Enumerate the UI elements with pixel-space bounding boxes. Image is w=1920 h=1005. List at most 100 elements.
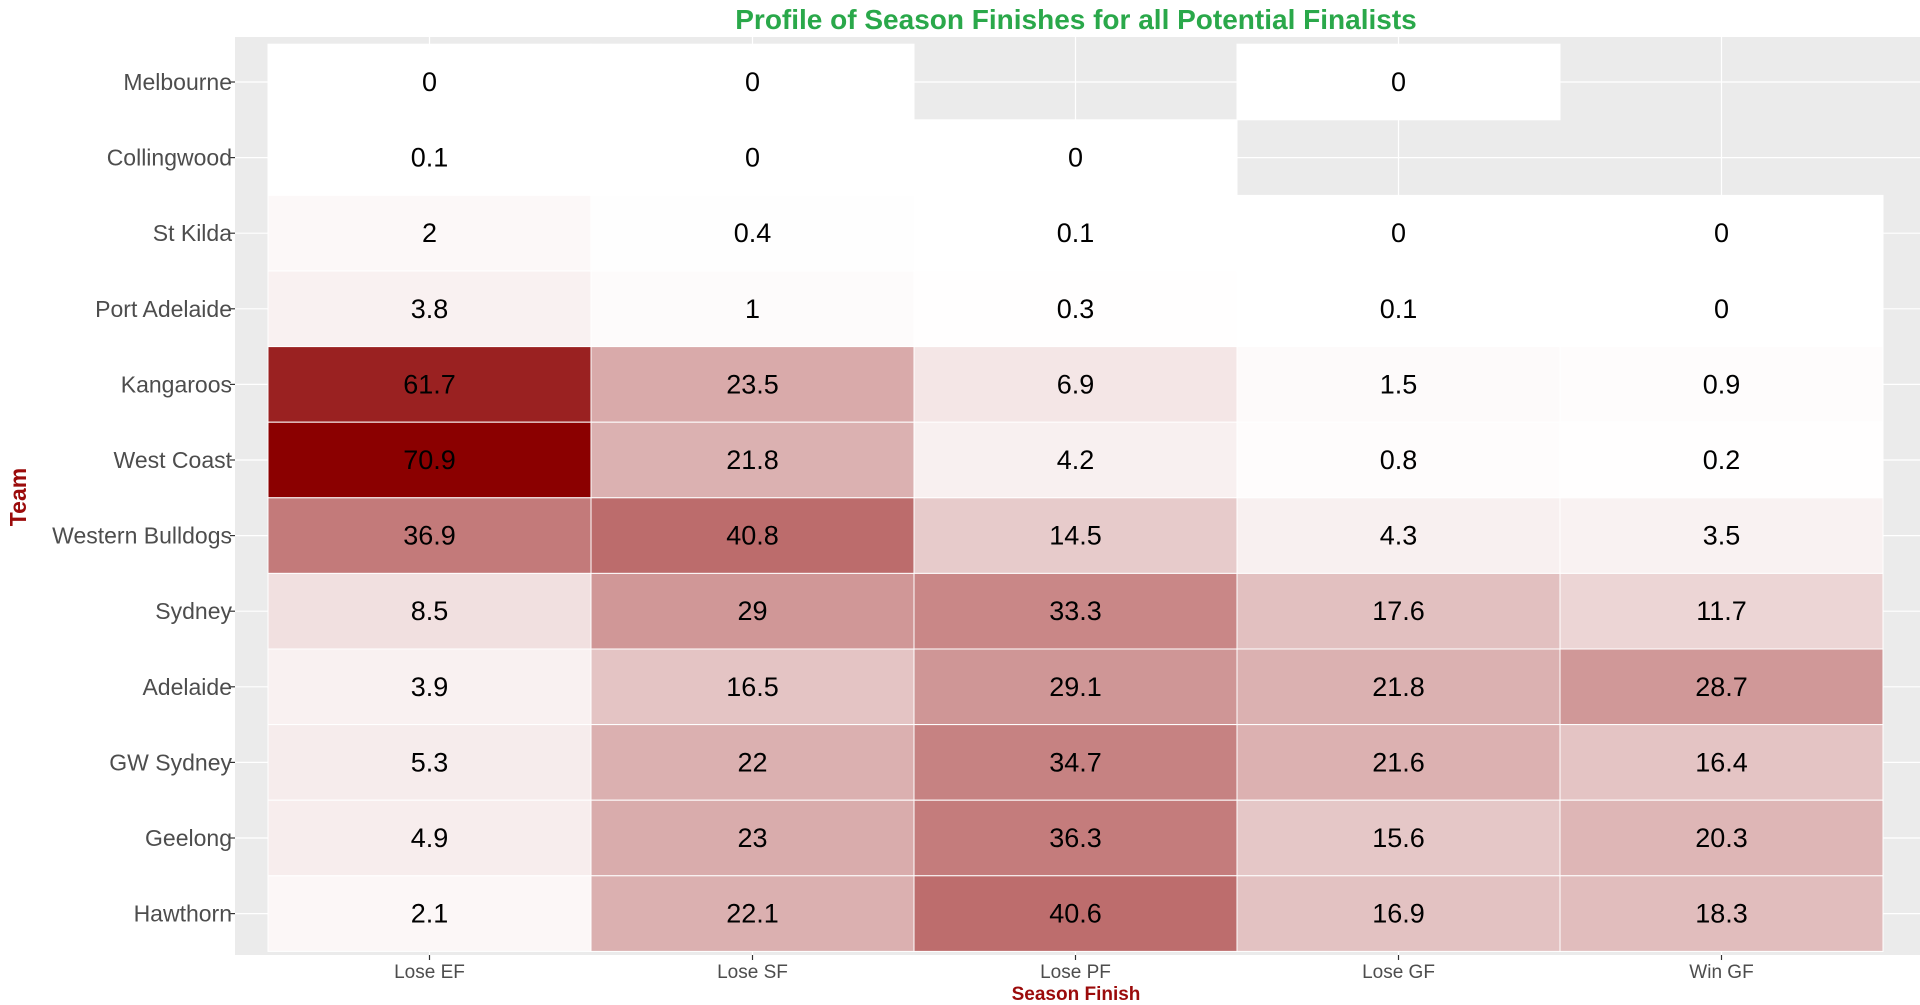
heatmap-cell	[913, 497, 1238, 574]
y-tick-label: Sydney	[155, 598, 232, 624]
x-tick-label: Lose GF	[1362, 962, 1435, 983]
cell-value-label: 11.7	[1696, 596, 1747, 626]
cell-value-label: 5.3	[411, 747, 449, 777]
cell-value-label: 14.5	[1049, 521, 1102, 551]
y-axis-ticks: Melbourne Collingwood St Kilda Port Adelaid…	[52, 69, 235, 927]
cell-value-label: 0	[422, 67, 437, 97]
heatmap-cell	[1236, 497, 1561, 574]
cell-value-label: 0	[745, 143, 760, 173]
cell-value-label: 0.1	[1057, 218, 1095, 248]
cell-value-label: 1.5	[1380, 369, 1418, 399]
cell-value-label: 0	[1391, 67, 1406, 97]
cell-value-label: 20.3	[1695, 823, 1748, 853]
heatmap-cell	[913, 724, 1238, 801]
heatmap-cell	[267, 799, 592, 877]
heatmap-cell	[590, 648, 915, 726]
cell-value-label: 6.9	[1057, 369, 1095, 399]
y-tick-label: Hawthorn	[134, 901, 232, 927]
x-axis-ticks: Lose EF Lose SF Lose PF Lose GF Win GF	[394, 955, 1754, 983]
cell-value-label: 18.3	[1695, 899, 1748, 929]
heatmap-cell	[267, 270, 592, 348]
heatmap-cell	[1559, 497, 1884, 574]
cell-value-label: 0.3	[1057, 294, 1095, 324]
heatmap-cell	[1559, 572, 1884, 650]
x-tick-label: Lose SF	[717, 962, 788, 983]
heatmap-cell	[1236, 194, 1561, 272]
y-tick-label: Port Adelaide	[95, 296, 232, 322]
heatmap-cell	[1559, 270, 1884, 348]
cell-value-label: 23.5	[726, 369, 779, 399]
y-tick-label: Kangaroos	[121, 371, 232, 397]
cell-value-label: 0.9	[1703, 369, 1741, 399]
heatmap-cell	[590, 346, 915, 423]
y-tick-label: GW Sydney	[109, 749, 232, 775]
heatmap-cell	[267, 648, 592, 726]
heatmap-cell	[1236, 648, 1561, 726]
heatmap-cell	[1236, 43, 1561, 121]
heatmap-cell	[267, 724, 592, 801]
heatmap-cell	[267, 43, 592, 121]
heatmap-cell	[1236, 875, 1561, 952]
heatmap-cell	[590, 119, 915, 196]
heatmap-cell	[1236, 799, 1561, 877]
heatmap-cell	[1236, 346, 1561, 423]
cell-value-label: 21.8	[726, 445, 779, 475]
cell-value-label: 4.2	[1057, 445, 1095, 475]
heatmap-cell	[267, 421, 592, 499]
y-tick-label: Geelong	[145, 825, 232, 851]
x-tick-label: Win GF	[1689, 962, 1753, 983]
heatmap-cell	[913, 270, 1238, 348]
heatmap-cell	[913, 572, 1238, 650]
cell-value-label: 16.5	[726, 672, 779, 702]
heatmap-cell	[590, 875, 915, 952]
cell-value-label: 15.6	[1372, 823, 1425, 853]
heatmap-cell	[590, 724, 915, 801]
heatmap-cell	[267, 497, 592, 574]
heatmap-cell	[590, 497, 915, 574]
cell-value-label: 40.8	[726, 521, 779, 551]
cell-value-label: 23	[737, 823, 767, 853]
heatmap-cell	[1559, 194, 1884, 272]
y-tick-label: Melbourne	[123, 69, 232, 95]
cell-value-label: 16.4	[1695, 747, 1748, 777]
y-axis-title: Team	[5, 468, 31, 526]
heatmap-cell	[1236, 270, 1561, 348]
cell-value-label: 29.1	[1049, 672, 1102, 702]
cell-value-label: 0	[1714, 218, 1729, 248]
cell-value-label: 17.6	[1372, 596, 1425, 626]
cell-value-label: 8.5	[411, 596, 449, 626]
heatmap-cell	[590, 270, 915, 348]
cell-value-label: 40.6	[1049, 899, 1102, 929]
heatmap-cell	[590, 572, 915, 650]
cell-value-label: 4.3	[1380, 521, 1418, 551]
cell-value-label: 16.9	[1372, 899, 1425, 929]
cell-value-label: 2	[422, 218, 437, 248]
cell-value-label: 0.1	[1380, 294, 1418, 324]
y-tick-label: Adelaide	[142, 674, 232, 700]
heatmap-cell	[913, 648, 1238, 726]
heatmap-cell	[1559, 875, 1884, 952]
x-tick-label: Lose PF	[1040, 962, 1111, 983]
cell-value-label: 0.1	[411, 143, 449, 173]
heatmap-cell	[267, 875, 592, 952]
heatmap-cell	[913, 346, 1238, 423]
heatmap-cell	[590, 194, 915, 272]
heatmap-cell	[913, 119, 1238, 196]
cell-value-label: 70.9	[403, 445, 456, 475]
cell-value-label: 36.3	[1049, 823, 1102, 853]
heatmap-cell	[1236, 421, 1561, 499]
heatmap-cell	[1559, 799, 1884, 877]
x-axis-title: Season Finish	[1012, 984, 1141, 1005]
cell-value-label: 21.8	[1372, 672, 1425, 702]
y-tick-label: Western Bulldogs	[52, 523, 232, 549]
cell-value-label: 4.9	[411, 823, 449, 853]
cell-value-label: 22	[737, 747, 767, 777]
cell-value-label: 34.7	[1049, 747, 1102, 777]
cell-labels: 0 0 0 0.1 0 0 2 0.4 0.1 0 0 3.8 1 0.3 0.1 0 61.7 23.5 6.9 1…	[403, 67, 1748, 929]
cell-value-label: 0.4	[734, 218, 772, 248]
cell-value-label: 0.8	[1380, 445, 1418, 475]
cell-value-label: 21.6	[1372, 747, 1425, 777]
cell-value-label: 0	[1068, 143, 1083, 173]
heatmap-cell	[590, 43, 915, 121]
